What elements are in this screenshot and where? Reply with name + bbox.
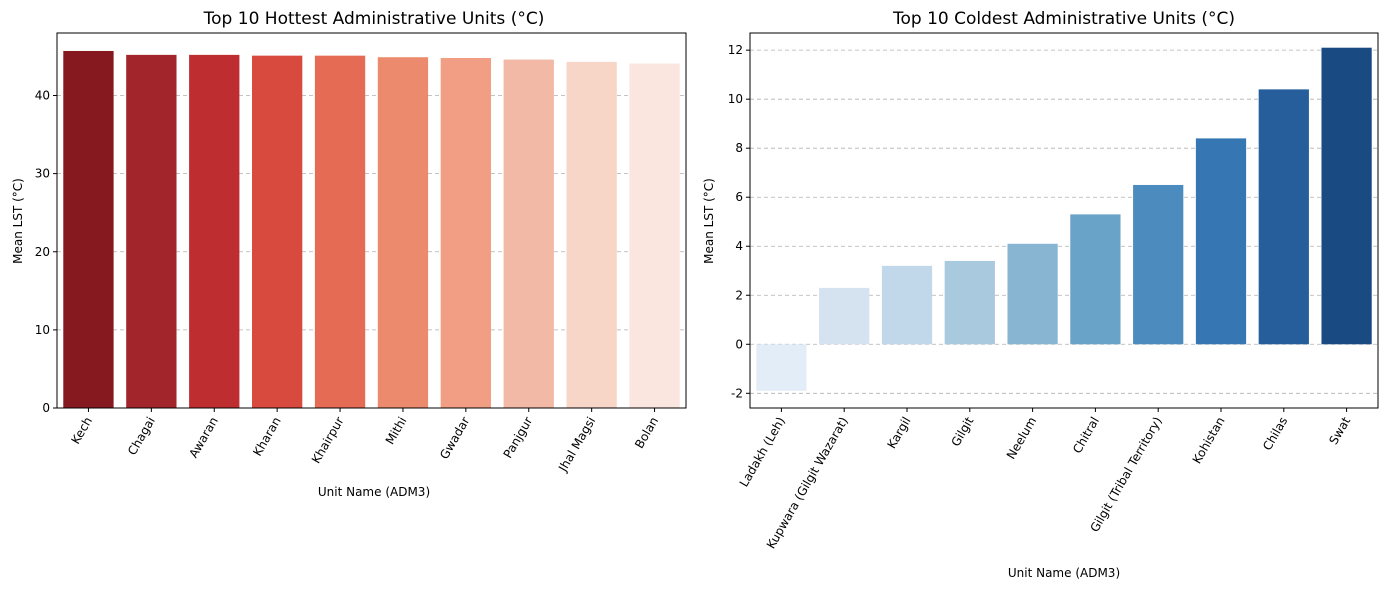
hottest-y-axis-label: Mean LST (°C) [11,178,25,264]
hottest-y-tick-label: 20 [35,245,50,259]
hottest-x-tick-label: Kech [68,415,95,447]
hottest-x-axis-label: Unit Name (ADM3) [318,485,430,499]
hottest-bar-3 [189,54,240,408]
coldest-bar-5 [1007,243,1058,345]
hottest-bar-5 [314,55,366,408]
hottest-x-tick-label: Kharan [250,415,283,459]
hottest-x-tick-label: Bolan [632,415,661,451]
coldest-y-tick-label: 10 [728,92,743,106]
coldest-y-axis-label: Mean LST (°C) [702,178,716,264]
coldest-bar-4 [944,260,995,345]
coldest-x-tick-label: Kohistan [1190,415,1228,467]
hottest-axes-frame [56,32,687,409]
hottest-x-tick-label: Awaran [186,415,221,461]
hottest-bar-1 [63,50,114,408]
hottest-x-tick-label: Chagai [125,415,158,458]
hottest-y-tick-label: 0 [42,401,50,415]
hottest-x-tick-label: Jhal Magsi [555,415,598,475]
hottest-bar-2 [126,54,177,408]
coldest-bar-10 [1321,47,1372,345]
coldest-axes-frame [749,32,1379,409]
coldest-x-tick-label: Swat [1326,414,1353,447]
coldest-y-tick-label: -2 [731,386,743,400]
hottest-bar-6 [377,57,429,408]
hottest-chart: 0 10 20 30 40 Kech Chagai Awaran Kharan Khairpur M… [11,9,687,499]
coldest-y-tick-label: 0 [735,337,743,351]
hottest-y-tick-label: 40 [35,89,50,103]
hottest-x-tick-label: Panjgur [501,414,536,460]
coldest-x-tick-label: Gilgit [948,414,976,449]
coldest-x-tick-label: Chilas [1260,415,1290,453]
hottest-bar-9 [566,61,617,408]
coldest-chart-title: Top 10 Coldest Administrative Units (°C) [892,9,1235,29]
hottest-y-tick-label: 10 [35,323,50,337]
hottest-x-tick-label: Khairpur [309,414,347,465]
coldest-bar-3 [881,265,933,345]
coldest-y-tick-label: 2 [735,288,743,302]
coldest-bar-6 [1070,214,1121,345]
coldest-x-tick-label: Chitral [1070,415,1102,456]
coldest-x-tick-label: Ladakh (Leh) [737,415,788,490]
coldest-bar-9 [1258,89,1309,345]
coldest-y-tick-label: 12 [728,43,743,57]
coldest-bar-2 [819,287,870,345]
coldest-bar-8 [1195,138,1247,345]
hottest-bar-4 [251,55,303,408]
hottest-x-tick-label: Gwadar [437,414,472,461]
hottest-bar-7 [440,58,492,408]
coldest-bar-1 [756,344,807,391]
coldest-y-tick-label: 6 [735,190,743,204]
hottest-chart-title: Top 10 Hottest Administrative Units (°C) [203,9,545,29]
coldest-y-tick-label: 4 [735,239,743,253]
hottest-y-tick-label: 30 [35,167,50,181]
coldest-y-tick-label: 8 [735,141,743,155]
coldest-bar-7 [1133,184,1184,345]
coldest-x-tick-label: Kargil [884,415,913,451]
coldest-x-axis-label: Unit Name (ADM3) [1008,566,1120,580]
hottest-bar-10 [629,63,680,408]
hottest-bar-8 [503,59,554,408]
coldest-x-tick-label: Gilgit (Tribal Territory) [1087,415,1164,535]
coldest-x-tick-label: Neelum [1004,415,1039,462]
hottest-x-tick-label: Mithi [383,415,410,447]
